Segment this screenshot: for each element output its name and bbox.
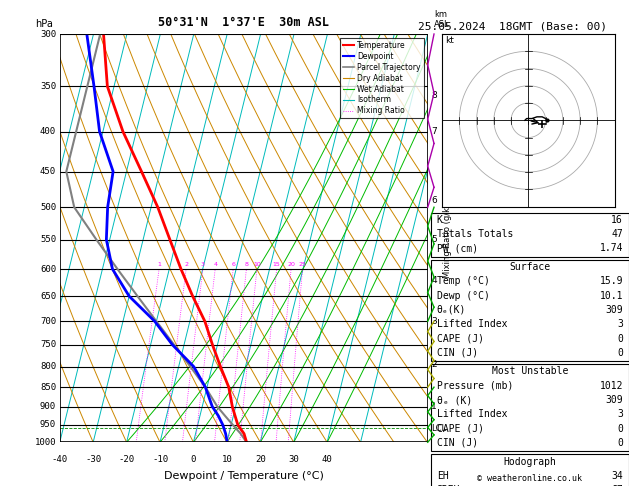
Text: 850: 850: [40, 382, 56, 392]
Text: 0: 0: [617, 424, 623, 434]
Text: SREH: SREH: [437, 485, 460, 486]
Text: Dewp (°C): Dewp (°C): [437, 291, 490, 301]
Text: K: K: [437, 215, 443, 225]
Text: 900: 900: [40, 402, 56, 411]
Text: 20: 20: [255, 454, 265, 464]
Text: 10: 10: [253, 262, 261, 267]
Text: LCL: LCL: [431, 424, 447, 433]
Legend: Temperature, Dewpoint, Parcel Trajectory, Dry Adiabat, Wet Adiabat, Isotherm, Mi: Temperature, Dewpoint, Parcel Trajectory…: [340, 38, 424, 119]
Text: 20: 20: [287, 262, 295, 267]
Text: 8: 8: [431, 91, 437, 100]
Text: 16: 16: [611, 215, 623, 225]
Text: 550: 550: [40, 235, 56, 244]
Text: PW (cm): PW (cm): [437, 243, 478, 254]
Text: km
ASL: km ASL: [434, 10, 450, 29]
Text: θₑ(K): θₑ(K): [437, 305, 466, 315]
Text: 3: 3: [617, 409, 623, 419]
Text: Dewpoint / Temperature (°C): Dewpoint / Temperature (°C): [164, 471, 324, 481]
Text: 400: 400: [40, 127, 56, 136]
Text: 15: 15: [273, 262, 281, 267]
Text: 0: 0: [617, 438, 623, 448]
Text: 309: 309: [606, 395, 623, 405]
Text: CAPE (J): CAPE (J): [437, 424, 484, 434]
Text: EH: EH: [437, 471, 448, 481]
Text: 500: 500: [40, 203, 56, 212]
Text: 950: 950: [40, 420, 56, 429]
Bar: [431, 454, 629, 486]
Text: 700: 700: [40, 317, 56, 326]
Text: 1000: 1000: [35, 438, 56, 447]
Text: 34: 34: [611, 471, 623, 481]
Text: 300: 300: [40, 30, 56, 38]
Text: 5: 5: [431, 235, 437, 244]
Text: hPa: hPa: [36, 19, 53, 29]
Text: 10: 10: [221, 454, 232, 464]
Text: Surface: Surface: [509, 262, 550, 272]
Text: 30: 30: [288, 454, 299, 464]
Text: 40: 40: [322, 454, 333, 464]
Text: 8: 8: [245, 262, 248, 267]
Text: Mixing Ratio (g/kg): Mixing Ratio (g/kg): [443, 198, 452, 278]
Text: 309: 309: [606, 305, 623, 315]
Text: 15.9: 15.9: [599, 277, 623, 286]
Text: 1012: 1012: [599, 381, 623, 391]
Text: 1: 1: [157, 262, 161, 267]
Text: kt: kt: [445, 35, 454, 45]
Text: 350: 350: [40, 82, 56, 91]
Text: 67: 67: [611, 485, 623, 486]
Text: -40: -40: [52, 454, 68, 464]
Text: 1: 1: [431, 402, 437, 411]
Text: 4: 4: [213, 262, 217, 267]
Text: 750: 750: [40, 340, 56, 349]
Text: 50°31'N  1°37'E  30m ASL: 50°31'N 1°37'E 30m ASL: [159, 16, 329, 29]
Text: -20: -20: [118, 454, 135, 464]
Text: Totals Totals: Totals Totals: [437, 229, 513, 239]
Text: -10: -10: [152, 454, 168, 464]
Text: 0: 0: [191, 454, 196, 464]
Text: 1.74: 1.74: [599, 243, 623, 254]
Text: CAPE (J): CAPE (J): [437, 333, 484, 344]
Text: CIN (J): CIN (J): [437, 438, 478, 448]
Text: CIN (J): CIN (J): [437, 348, 478, 358]
Text: 7: 7: [431, 127, 437, 136]
Text: 600: 600: [40, 264, 56, 274]
Text: -30: -30: [85, 454, 101, 464]
Text: 6: 6: [231, 262, 235, 267]
Text: 650: 650: [40, 292, 56, 301]
Text: 25.05.2024  18GMT (Base: 00): 25.05.2024 18GMT (Base: 00): [418, 21, 607, 32]
Bar: [431, 364, 629, 451]
Text: 3: 3: [617, 319, 623, 330]
Bar: [431, 213, 629, 257]
Text: 0: 0: [617, 333, 623, 344]
Text: θₑ (K): θₑ (K): [437, 395, 472, 405]
Text: Lifted Index: Lifted Index: [437, 409, 508, 419]
Text: 3: 3: [431, 317, 437, 326]
Text: Hodograph: Hodograph: [503, 456, 557, 467]
Text: 450: 450: [40, 167, 56, 176]
Text: 2: 2: [431, 360, 437, 369]
Text: 4: 4: [431, 276, 437, 285]
Text: 3: 3: [201, 262, 205, 267]
Text: 800: 800: [40, 362, 56, 371]
Text: 2: 2: [184, 262, 188, 267]
Text: © weatheronline.co.uk: © weatheronline.co.uk: [477, 474, 582, 483]
Text: Most Unstable: Most Unstable: [492, 366, 568, 377]
Text: Temp (°C): Temp (°C): [437, 277, 490, 286]
Text: 47: 47: [611, 229, 623, 239]
Text: 0: 0: [617, 348, 623, 358]
Text: 10.1: 10.1: [599, 291, 623, 301]
Text: 25: 25: [299, 262, 306, 267]
Text: Lifted Index: Lifted Index: [437, 319, 508, 330]
Text: Pressure (mb): Pressure (mb): [437, 381, 513, 391]
Text: 6: 6: [431, 196, 437, 205]
Bar: [431, 260, 629, 361]
